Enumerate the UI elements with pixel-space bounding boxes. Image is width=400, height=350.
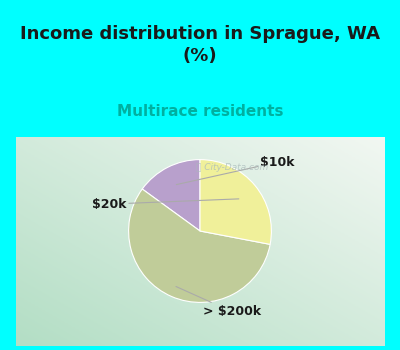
Wedge shape — [142, 160, 200, 231]
Text: $20k: $20k — [92, 198, 239, 211]
Text: > $200k: > $200k — [176, 287, 261, 318]
Wedge shape — [200, 160, 271, 244]
Text: $10k: $10k — [176, 156, 295, 184]
Text: ⓘ City-Data.com: ⓘ City-Data.com — [196, 163, 268, 173]
Wedge shape — [129, 189, 270, 302]
Text: Multirace residents: Multirace residents — [117, 105, 283, 119]
Text: Income distribution in Sprague, WA
(%): Income distribution in Sprague, WA (%) — [20, 25, 380, 65]
